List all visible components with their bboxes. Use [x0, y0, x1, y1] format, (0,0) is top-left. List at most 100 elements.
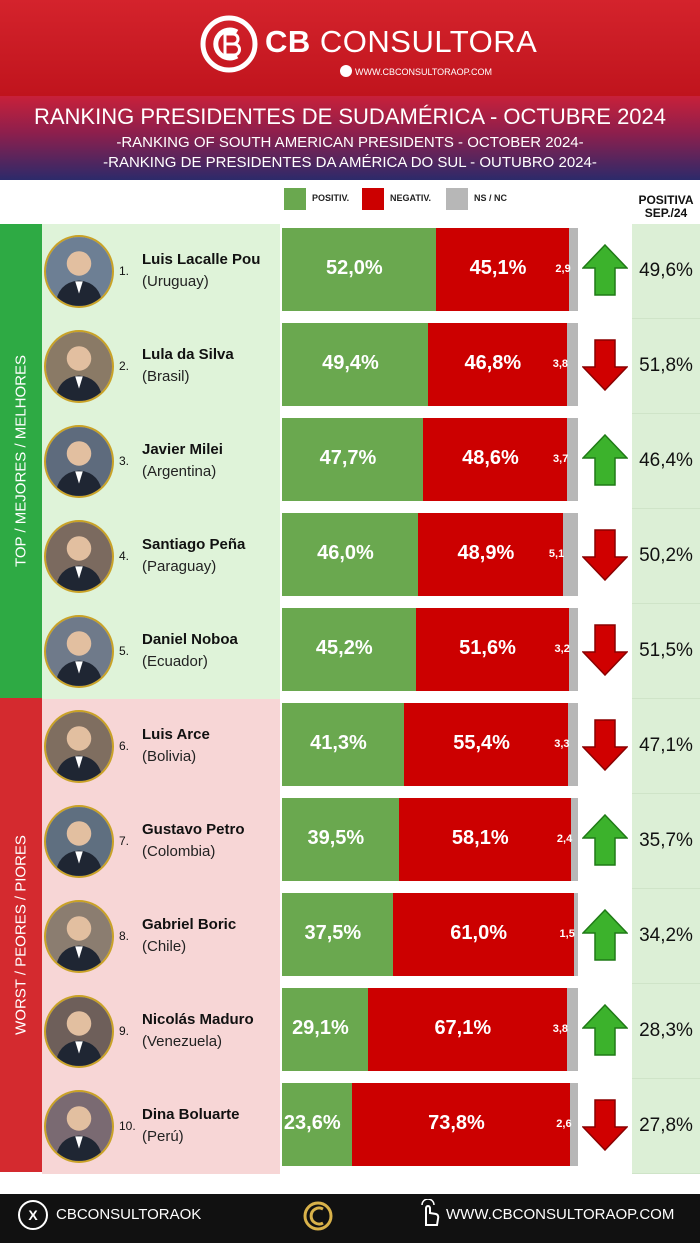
approval-bar: 49,4% 46,8% 3,8 [282, 323, 578, 406]
previous-positive-value: 35,7% [639, 830, 693, 851]
negative-label: 73,8% [428, 1112, 485, 1134]
bar-ns [570, 798, 578, 881]
president-avatar [44, 900, 114, 973]
positive-label: 52,0% [325, 257, 383, 279]
president-cell: 8. Gabriel Boric (Chile) [42, 889, 280, 984]
bar-positive [282, 798, 399, 881]
president-country: (Chile) [142, 938, 187, 955]
rank-number: 7. [119, 834, 130, 848]
bar-ns [562, 513, 578, 596]
top-group-band: TOP / MEJORES / MELHORES [0, 224, 42, 698]
x-social-icon[interactable]: X [18, 1200, 48, 1230]
president-avatar [44, 330, 114, 403]
president-name: Javier Milei [142, 441, 223, 458]
bar-ns [570, 1083, 578, 1166]
approval-bar: 52,0% 45,1% 2,9 [282, 228, 578, 311]
previous-positive-cell: 27,8% [632, 1079, 700, 1174]
rank-number: 1. [119, 264, 130, 278]
ns-label: 2,9 [555, 263, 571, 275]
title-english: -RANKING OF SOUTH AMERICAN PRESIDENTS - … [116, 134, 584, 151]
bar-positive [282, 418, 424, 501]
person-icon [46, 712, 112, 781]
previous-positive-cell: 50,2% [632, 509, 700, 604]
previous-positive-value: 50,2% [639, 545, 693, 566]
president-cell: 2. Lula da Silva (Brasil) [42, 319, 280, 414]
footer-social-handle[interactable]: CBCONSULTORAOK [56, 1206, 202, 1223]
bar-negative [351, 1083, 571, 1166]
negative-label: 55,4% [453, 732, 510, 754]
previous-positive-header: POSITIVA SEP./24 [638, 193, 694, 220]
bar-positive [282, 1083, 352, 1166]
bar-ns [569, 228, 578, 311]
ns-label: 5,1 [548, 548, 565, 560]
ns-label: 3,8 [552, 1023, 569, 1035]
president-name: Luis Arce [142, 726, 210, 743]
brand-header: CB CONSULTORA WWW.CBCONSULTORAOP.COM [0, 0, 700, 96]
title-portuguese: -RANKING DE PRESIDENTES DA AMÉRICA DO SU… [103, 154, 597, 171]
arrow-up-icon [582, 1004, 628, 1056]
bar-negative [423, 418, 568, 501]
positive-label: 41,3% [310, 732, 367, 754]
positive-label: 37,5% [304, 922, 362, 944]
negative-label: 48,9% [457, 542, 515, 564]
top-group-label: TOP / MEJORES / MELHORES [12, 355, 30, 567]
brand-logo[interactable]: CB CONSULTORA WWW.CBCONSULTORAOP.COM [195, 12, 537, 77]
bar-positive [282, 988, 369, 1071]
previous-positive-value: 34,2% [639, 925, 693, 946]
legend-swatch [284, 188, 306, 210]
president-avatar [44, 615, 114, 688]
president-avatar [44, 1090, 114, 1163]
arrow-up-icon [582, 909, 628, 961]
president-avatar [44, 995, 114, 1068]
previous-positive-cell: 49,6% [632, 224, 700, 319]
footer: X CBCONSULTORAOK WWW.CBCONSULTORAOP.COM [0, 1194, 700, 1243]
president-avatar [44, 520, 114, 593]
president-cell: 7. Gustavo Petro (Colombia) [42, 794, 280, 889]
president-name: Santiago Peña [142, 536, 246, 553]
president-cell: 1. Luis Lacalle Pou (Uruguay) [42, 224, 280, 319]
rank-number: 9. [119, 1024, 130, 1038]
arrow-down-icon [582, 529, 628, 581]
bar-ns [566, 323, 578, 406]
previous-positive-cell: 28,3% [632, 984, 700, 1079]
cb-logo-icon [200, 15, 258, 73]
bar-negative [415, 608, 569, 691]
previous-positive-cell: 34,2% [632, 889, 700, 984]
president-cell: 6. Luis Arce (Bolivia) [42, 699, 280, 794]
bar-positive [282, 703, 405, 786]
rank-number: 6. [119, 739, 130, 753]
president-cell: 4. Santiago Peña (Paraguay) [42, 509, 280, 604]
president-cell: 10. Dina Boluarte (Perú) [42, 1079, 280, 1174]
footer-url[interactable]: WWW.CBCONSULTORAOP.COM [446, 1206, 675, 1223]
negative-label: 61,0% [450, 922, 507, 944]
previous-positive-cell: 35,7% [632, 794, 700, 889]
ns-label: 3,2 [554, 643, 570, 655]
bar-positive [282, 323, 429, 406]
positive-label: 29,1% [292, 1017, 349, 1039]
rank-number: 5. [119, 644, 130, 658]
previous-positive-value: 49,6% [639, 260, 693, 281]
previous-positive-cell: 47,1% [632, 699, 700, 794]
president-country: (Ecuador) [142, 653, 208, 670]
approval-bar: 41,3% 55,4% 3,3 [282, 703, 578, 786]
president-country: (Bolivia) [142, 748, 197, 765]
arrow-up-icon [582, 244, 628, 296]
negative-label: 46,8% [464, 352, 522, 374]
previous-positive-cell: 51,8% [632, 319, 700, 414]
previous-positive-value: 27,8% [639, 1115, 693, 1136]
president-name: Gabriel Boric [142, 916, 237, 933]
bar-ns [568, 703, 578, 786]
arrow-down-icon [582, 624, 628, 676]
brand-name: CB CONSULTORA [265, 24, 538, 59]
bar-positive [282, 608, 416, 691]
previous-positive-value: 51,8% [639, 355, 693, 376]
negative-label: 45,1% [469, 257, 527, 279]
brand-url[interactable]: WWW.CBCONSULTORAOP.COM [355, 67, 493, 77]
title-band: RANKING PRESIDENTES DE SUDAMÉRICA - OCTU… [0, 96, 700, 180]
person-icon [46, 1092, 112, 1161]
president-country: (Argentina) [142, 463, 217, 480]
previous-positive-cell: 51,5% [632, 604, 700, 699]
bar-negative [418, 513, 563, 596]
positive-label: 49,4% [322, 352, 379, 374]
previous-positive-value: 51,5% [639, 640, 693, 661]
